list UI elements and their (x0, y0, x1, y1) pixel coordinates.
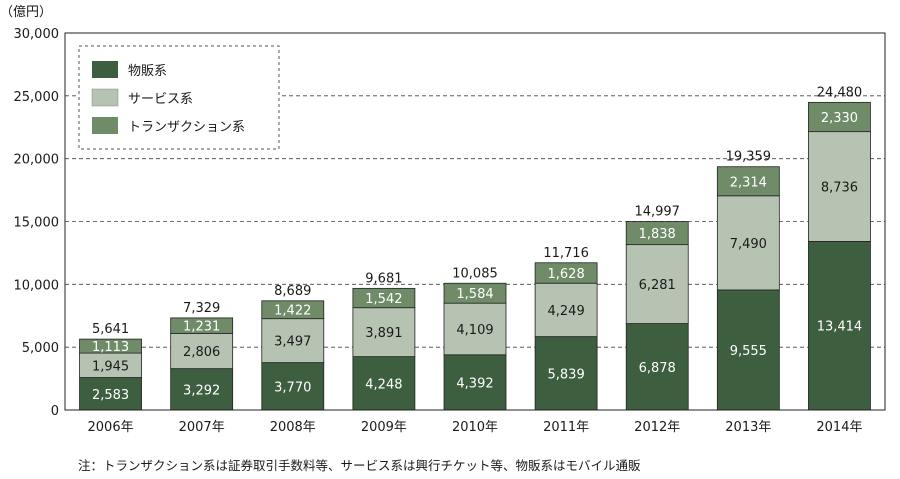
segment-value-label: 2,314 (730, 175, 767, 190)
bar-segment (625, 244, 689, 324)
axes: 0 5,000 10,000 15,000 20,000 25,000 30,000 2006… (14, 27, 886, 435)
segment-value-label: 13,414 (817, 320, 863, 335)
bar-segment (352, 356, 416, 411)
bar-segment (352, 307, 416, 358)
segment-value-label: 2,583 (92, 388, 129, 403)
bar-segment (170, 317, 234, 334)
segment-value-label: 5,839 (548, 367, 585, 382)
y-tick-label: 25,000 (14, 90, 60, 105)
legend: 物販系 サービス系 トランザクション系 (78, 45, 280, 150)
bar-segment (443, 302, 507, 356)
y-tick-label: 10,000 (14, 278, 60, 293)
x-tick-label: 2013年 (725, 420, 771, 435)
x-tick-label: 2012年 (634, 420, 680, 435)
x-tick-label: 2006年 (88, 420, 134, 435)
segment-value-label: 3,891 (365, 326, 402, 341)
bar-segment (808, 101, 871, 133)
segment-value-label: 4,109 (456, 323, 493, 338)
bar-segment (79, 377, 142, 411)
segment-value-label: 6,281 (639, 278, 676, 293)
segment-value-label: 2,806 (183, 345, 220, 360)
y-axis-unit-label: （億円） (0, 4, 52, 20)
segment-value-label: 1,422 (274, 304, 311, 319)
total-label: 24,480 (817, 85, 863, 100)
footnote: 注：トランザクション系は証券取引手数料等、サービス系は興行チケット等、物販系はモ… (78, 458, 641, 473)
y-tick-label: 30,000 (14, 27, 60, 42)
segment-value-label: 1,584 (456, 287, 493, 302)
segment-value-label: 7,490 (730, 237, 767, 252)
x-tick-label: 2007年 (179, 420, 225, 435)
segment-value-label: 1,628 (548, 267, 585, 282)
bar-segment (443, 282, 507, 304)
segment-value-label: 3,497 (274, 335, 311, 350)
segment-value-label: 1,945 (92, 359, 129, 374)
bar-segment (808, 241, 871, 411)
bar-segment (716, 166, 780, 197)
bar-segment (534, 262, 598, 284)
bars (79, 101, 871, 411)
x-tick-label: 2008年 (270, 420, 316, 435)
bar-segment (534, 336, 598, 411)
legend-label-merchandise: 物販系 (128, 64, 167, 79)
bar-segment (352, 287, 416, 309)
bar-segment (261, 300, 325, 320)
x-tick-label: 2014年 (816, 420, 862, 435)
total-label: 10,085 (452, 266, 498, 281)
y-tick-label: 15,000 (14, 216, 60, 231)
x-tick-label: 2010年 (452, 420, 498, 435)
legend-swatch-service (91, 88, 119, 107)
segment-value-label: 3,770 (274, 380, 311, 395)
legend-label-transaction: トランザクション系 (128, 120, 245, 135)
total-label: 14,997 (634, 205, 680, 220)
bar-segment (534, 282, 598, 338)
segment-value-label: 2,330 (821, 111, 858, 126)
bar-segment (625, 323, 689, 411)
total-label: 9,681 (365, 271, 402, 286)
segment-value-label: 4,248 (365, 377, 402, 392)
y-tick-label: 20,000 (14, 153, 60, 168)
segment-value-label: 1,231 (183, 320, 220, 335)
segment-value-label: 9,555 (730, 344, 767, 359)
legend-label-service: サービス系 (128, 92, 193, 107)
plot-frame (64, 32, 886, 411)
segment-value-label: 4,392 (456, 376, 493, 391)
y-tick-label: 5,000 (22, 341, 59, 356)
segment-value-label: 1,838 (639, 227, 676, 242)
bar-segment (79, 338, 142, 354)
x-tick-label: 2009年 (361, 420, 407, 435)
x-tick-label: 2011年 (543, 420, 589, 435)
segment-value-label: 3,292 (183, 383, 220, 398)
bar-segment (170, 368, 234, 411)
segment-value-label: 1,542 (365, 292, 402, 307)
bar-segment (443, 354, 507, 411)
stacked-bar-chart: （億円） 2,583 1,945 1,113 5,641 3,292 2,806 1,231… (0, 4, 886, 435)
segment-value-label: 8,736 (821, 181, 858, 196)
data-labels: 2,583 1,945 1,113 5,641 3,292 2,806 1,231 7,329… (92, 85, 862, 402)
bar-segment (808, 131, 871, 242)
total-label: 8,689 (274, 284, 311, 299)
segment-value-label: 6,878 (639, 361, 676, 376)
y-tick-label: 0 (51, 404, 59, 419)
legend-swatch-merchandise (92, 61, 118, 78)
total-label: 19,359 (726, 150, 772, 165)
legend-swatch-transaction (92, 117, 118, 134)
total-label: 7,329 (183, 301, 220, 316)
bar-segment (716, 195, 780, 291)
bar-segment (170, 332, 234, 370)
total-label: 5,641 (92, 322, 129, 337)
bar-segment (261, 318, 325, 364)
bar-segment (625, 221, 689, 246)
bar-segment (79, 352, 142, 378)
segment-value-label: 1,113 (92, 340, 129, 355)
total-label: 11,716 (543, 246, 589, 261)
bar-segment (716, 289, 780, 411)
segment-value-label: 4,249 (548, 304, 585, 319)
